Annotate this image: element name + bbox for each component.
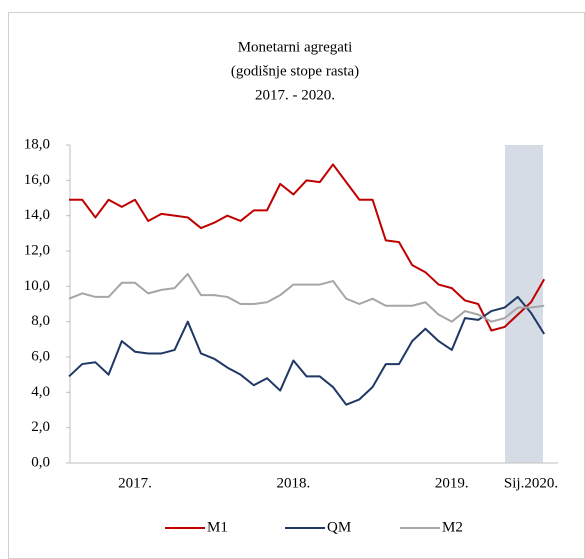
chart-title: (godišnje stope rasta): [231, 63, 359, 79]
y-tick-label: 8,0: [31, 313, 50, 329]
y-tick-label: 14,0: [24, 207, 50, 223]
y-tick-label: 10,0: [24, 278, 50, 294]
y-tick-label: 4,0: [31, 384, 50, 400]
x-tick-label: 2018.: [277, 475, 311, 491]
y-tick-label: 16,0: [24, 172, 50, 188]
series-line: [68, 295, 546, 406]
x-tick-label: Sij.2020.: [504, 475, 558, 491]
y-tick-label: 2,0: [31, 419, 50, 435]
x-tick-label: 2017.: [118, 475, 152, 491]
series-line: [69, 163, 546, 332]
legend-label: QM: [327, 519, 351, 535]
chart-title: Monetarni agregati: [238, 39, 353, 55]
legend-label: M2: [442, 519, 463, 535]
y-tick-label: 18,0: [24, 136, 50, 152]
chart-title: 2017. - 2020.: [255, 87, 335, 103]
x-tick-label: 2019.: [435, 475, 469, 491]
legend-label: M1: [207, 519, 228, 535]
y-tick-label: 12,0: [24, 242, 50, 258]
series-line: [68, 272, 545, 323]
y-tick-label: 0,0: [31, 454, 50, 470]
y-tick-label: 6,0: [31, 348, 50, 364]
